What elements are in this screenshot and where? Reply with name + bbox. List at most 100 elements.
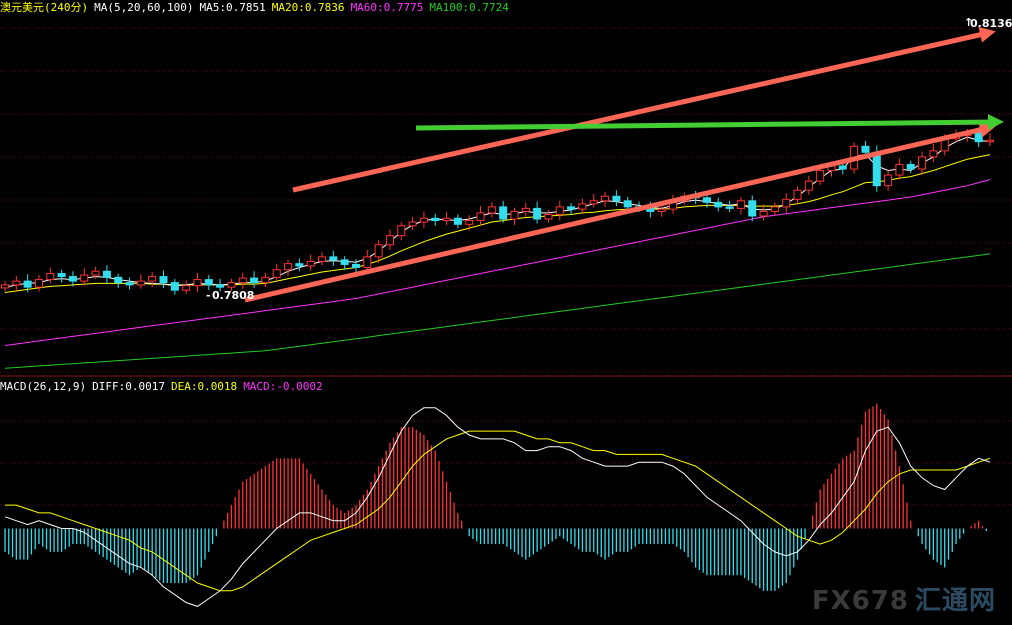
candle — [770, 202, 779, 216]
candle — [0, 281, 10, 292]
candle — [567, 203, 576, 215]
candle — [861, 140, 870, 157]
candle — [748, 195, 757, 222]
candle — [227, 278, 236, 291]
candle — [714, 197, 723, 212]
upper-channel-arrow — [292, 26, 996, 193]
ma5-line — [4, 136, 991, 288]
candle — [216, 278, 225, 292]
candle — [601, 191, 610, 207]
candle — [340, 256, 349, 270]
macd-histogram — [4, 403, 987, 591]
candle — [374, 240, 383, 263]
candle — [419, 211, 428, 229]
low-annotation: - 0.7808 — [206, 289, 254, 302]
candle — [895, 158, 904, 180]
lower-channel-arrow — [244, 122, 996, 303]
candle — [985, 133, 995, 147]
trend-annotations — [244, 26, 1004, 303]
candle — [91, 266, 100, 279]
candle — [453, 214, 462, 229]
candle — [23, 274, 32, 293]
candle — [193, 272, 202, 292]
ma20-value: MA20:0.7836 — [271, 1, 345, 14]
candle — [250, 271, 259, 288]
ma60-value: MA60:0.7775 — [350, 1, 424, 14]
ma60-line — [4, 179, 991, 346]
macd-grid — [0, 420, 1012, 506]
ma20-line — [4, 154, 991, 293]
candle — [159, 270, 168, 288]
candle — [80, 268, 89, 286]
svg-text:↑: ↑ — [964, 16, 973, 29]
candle — [521, 203, 530, 217]
candle — [182, 280, 191, 294]
diff-value: DIFF:0.0017 — [92, 380, 165, 393]
candle — [397, 222, 406, 241]
candle — [272, 263, 281, 282]
candle — [442, 212, 451, 226]
dea-value: DEA:0.0018 — [170, 380, 238, 393]
horizontal-resistance-arrow — [415, 114, 1004, 131]
diff-line — [4, 407, 991, 607]
candle — [884, 170, 893, 191]
candle — [487, 202, 496, 218]
candle — [363, 250, 372, 272]
macd-header: MACD(26,12,9) DIFF:0.0017 DEA:0.0018 MACD:-… — [0, 379, 329, 394]
macd-label: MACD(26,12,9) — [0, 380, 87, 393]
candle — [148, 272, 157, 288]
candle — [102, 265, 111, 284]
candle — [114, 273, 123, 288]
candle — [12, 275, 21, 291]
svg-text:-: - — [206, 289, 211, 302]
watermark-brand: FX678 — [811, 586, 909, 616]
candle — [476, 206, 485, 226]
macd-lines — [4, 407, 991, 607]
candle — [533, 201, 542, 224]
candle — [295, 258, 304, 272]
watermark: FX678 汇通网 — [812, 580, 996, 617]
symbol-title: 澳元美元(240分) — [0, 1, 89, 14]
candle — [782, 193, 791, 213]
candle — [736, 197, 745, 215]
candle — [510, 207, 519, 226]
candle — [238, 272, 247, 289]
candle — [306, 254, 315, 271]
ma100-line — [4, 253, 991, 369]
dea-line — [5, 430, 991, 592]
candle — [170, 278, 179, 295]
candle — [318, 252, 327, 266]
candle — [329, 250, 338, 266]
high-label: 0.8136 — [970, 17, 1012, 30]
candle — [57, 269, 66, 283]
candle — [408, 216, 417, 230]
candle — [612, 190, 621, 207]
moving-average-lines — [4, 136, 991, 369]
candle — [351, 259, 360, 273]
candle — [555, 200, 564, 221]
candle — [125, 277, 134, 290]
candle — [918, 151, 927, 176]
candle — [499, 200, 508, 223]
candle — [284, 259, 293, 276]
ma100-value: MA100:0.7724 — [429, 1, 509, 14]
ma-label: MA(5,20,60,100) — [94, 1, 194, 14]
candle — [759, 204, 768, 221]
price-header: 澳元美元(240分) MA(5,20,60,100) MA5:0.7851 MA20:… — [0, 0, 515, 15]
candle — [204, 275, 213, 291]
candle — [929, 144, 938, 163]
price-grid — [0, 27, 1012, 377]
ma5-value: MA5:0.7851 — [199, 1, 266, 14]
candle — [136, 274, 145, 289]
candle — [68, 271, 77, 287]
macd-value: MACD:-0.0002 — [243, 380, 323, 393]
candle — [385, 229, 394, 251]
candle — [793, 186, 802, 205]
candle — [804, 175, 813, 195]
candle — [725, 200, 734, 213]
candle — [668, 194, 677, 214]
candle — [578, 198, 587, 214]
candle — [431, 213, 440, 226]
candle — [657, 204, 666, 217]
